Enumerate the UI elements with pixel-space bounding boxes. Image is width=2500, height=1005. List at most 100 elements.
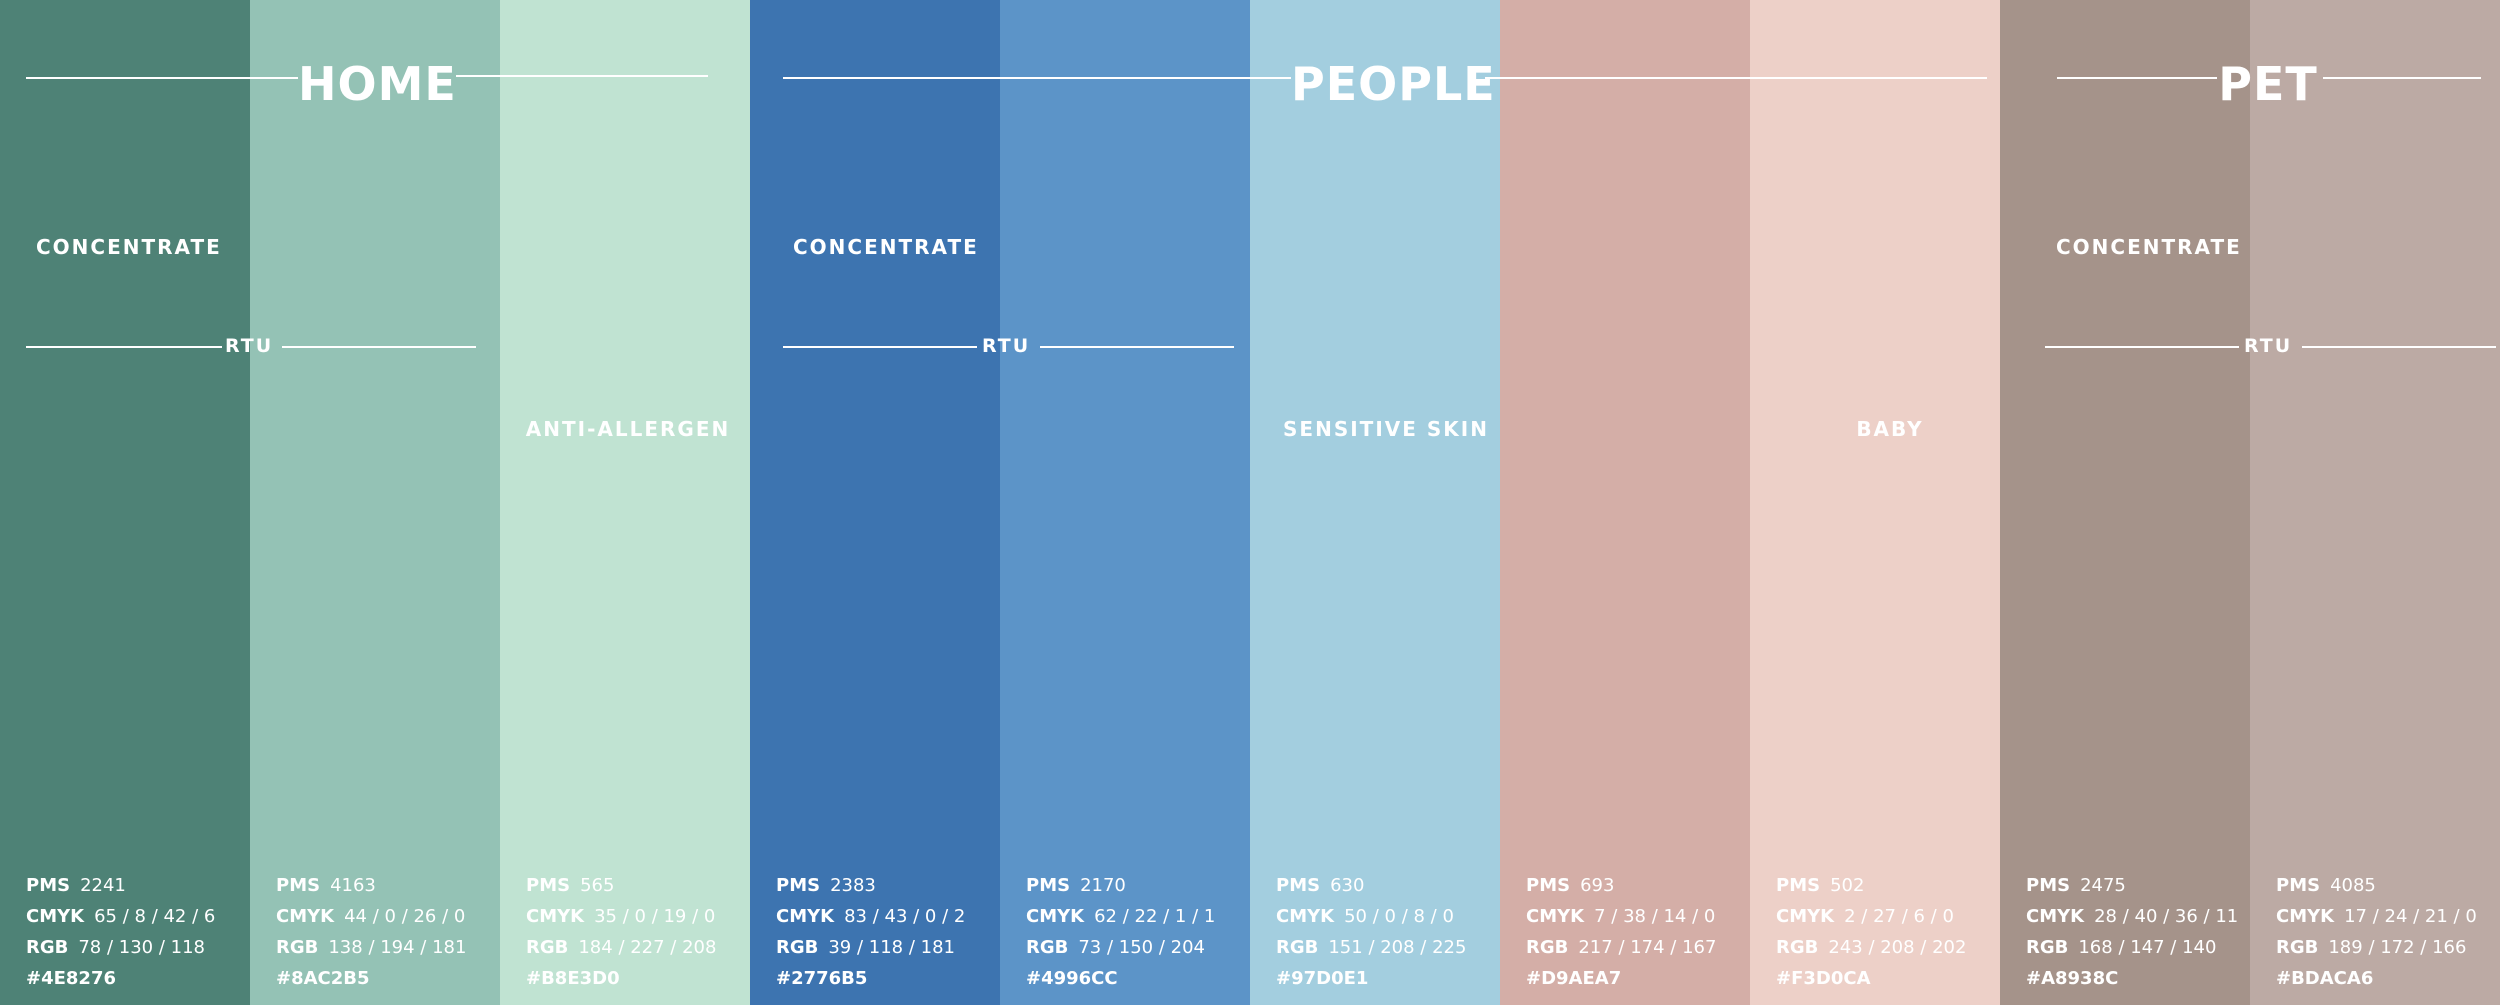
spec-rgb-label: RGB <box>26 937 69 958</box>
spec-pms-row: PMS 565 <box>526 870 716 901</box>
swatch-specs: PMS 565 CMYK 35 / 0 / 19 / 0 RGB 184 / 227 / … <box>526 870 716 994</box>
pet-rtu-line-right <box>2302 346 2496 348</box>
color-swatch: PMS 4085 CMYK 17 / 24 / 21 / 0 RGB 189 / 172 … <box>2250 0 2500 1005</box>
spec-rgb-value: 168 / 147 / 140 <box>2078 937 2217 958</box>
spec-pms-label: PMS <box>776 875 821 896</box>
swatch-specs: PMS 2383 CMYK 83 / 43 / 0 / 2 RGB 39 / 118 / … <box>776 870 965 994</box>
spec-rgb-row: RGB 217 / 174 / 167 <box>1526 932 1716 963</box>
people-title: PEOPLE <box>1291 57 1496 111</box>
spec-pms-row: PMS 2170 <box>1026 870 1215 901</box>
spec-pms-value: 2383 <box>830 875 876 896</box>
spec-cmyk-value: 50 / 0 / 8 / 0 <box>1344 906 1454 927</box>
spec-cmyk-value: 62 / 22 / 1 / 1 <box>1094 906 1216 927</box>
swatch-specs: PMS 4085 CMYK 17 / 24 / 21 / 0 RGB 189 / 172 … <box>2276 870 2477 994</box>
spec-pms-value: 2475 <box>2080 875 2126 896</box>
home-rtu-label: RTU <box>225 335 274 357</box>
spec-pms-value: 4163 <box>330 875 376 896</box>
spec-rgb-label: RGB <box>1026 937 1069 958</box>
spec-rgb-value: 78 / 130 / 118 <box>78 937 205 958</box>
spec-cmyk-label: CMYK <box>276 906 335 927</box>
spec-rgb-row: RGB 243 / 208 / 202 <box>1776 932 1966 963</box>
spec-cmyk-row: CMYK 2 / 27 / 6 / 0 <box>1776 901 1966 932</box>
spec-cmyk-value: 35 / 0 / 19 / 0 <box>594 906 716 927</box>
spec-rgb-value: 217 / 174 / 167 <box>1578 937 1717 958</box>
spec-cmyk-row: CMYK 50 / 0 / 8 / 0 <box>1276 901 1466 932</box>
spec-pms-label: PMS <box>2276 875 2321 896</box>
spec-cmyk-row: CMYK 44 / 0 / 26 / 0 <box>276 901 466 932</box>
spec-pms-row: PMS 4163 <box>276 870 466 901</box>
spec-cmyk-row: CMYK 62 / 22 / 1 / 1 <box>1026 901 1215 932</box>
color-swatch: PMS 630 CMYK 50 / 0 / 8 / 0 RGB 151 / 208 / 2… <box>1250 0 1500 1005</box>
spec-rgb-row: RGB 78 / 130 / 118 <box>26 932 215 963</box>
spec-rgb-value: 73 / 150 / 204 <box>1078 937 1205 958</box>
spec-rgb-row: RGB 138 / 194 / 181 <box>276 932 466 963</box>
pet-title-line-left <box>2057 77 2217 79</box>
spec-hex-value: #A8938C <box>2026 968 2119 989</box>
spec-rgb-row: RGB 151 / 208 / 225 <box>1276 932 1466 963</box>
spec-cmyk-label: CMYK <box>1026 906 1085 927</box>
people-rtu-label: RTU <box>982 335 1031 357</box>
swatch-specs: PMS 2241 CMYK 65 / 8 / 42 / 6 RGB 78 / 130 / … <box>26 870 215 994</box>
spec-pms-row: PMS 630 <box>1276 870 1466 901</box>
spec-hex-value: #F3D0CA <box>1776 968 1871 989</box>
spec-pms-label: PMS <box>526 875 571 896</box>
spec-pms-value: 693 <box>1580 875 1615 896</box>
spec-cmyk-value: 17 / 24 / 21 / 0 <box>2344 906 2477 927</box>
spec-pms-row: PMS 693 <box>1526 870 1716 901</box>
swatch-specs: PMS 2170 CMYK 62 / 22 / 1 / 1 RGB 73 / 150 / … <box>1026 870 1215 994</box>
spec-rgb-label: RGB <box>526 937 569 958</box>
spec-rgb-row: RGB 189 / 172 / 166 <box>2276 932 2477 963</box>
spec-rgb-value: 151 / 208 / 225 <box>1328 937 1467 958</box>
spec-cmyk-label: CMYK <box>2026 906 2085 927</box>
sensitive-skin-label: SENSITIVE SKIN <box>1283 417 1489 441</box>
pet-rtu-line-left <box>2045 346 2239 348</box>
people-rtu-line-right <box>1040 346 1234 348</box>
spec-pms-row: PMS 2383 <box>776 870 965 901</box>
spec-rgb-value: 243 / 208 / 202 <box>1828 937 1967 958</box>
spec-cmyk-row: CMYK 17 / 24 / 21 / 0 <box>2276 901 2477 932</box>
spec-cmyk-label: CMYK <box>1526 906 1585 927</box>
people-title-line-right <box>1485 77 1987 79</box>
swatch-specs: PMS 4163 CMYK 44 / 0 / 26 / 0 RGB 138 / 194 /… <box>276 870 466 994</box>
pet-concentrate-label: CONCENTRATE <box>2056 235 2242 259</box>
spec-rgb-value: 138 / 194 / 181 <box>328 937 467 958</box>
color-swatch: PMS 4163 CMYK 44 / 0 / 26 / 0 RGB 138 / 194 /… <box>250 0 500 1005</box>
spec-cmyk-row: CMYK 28 / 40 / 36 / 11 <box>2026 901 2238 932</box>
spec-rgb-row: RGB 168 / 147 / 140 <box>2026 932 2238 963</box>
spec-cmyk-row: CMYK 65 / 8 / 42 / 6 <box>26 901 215 932</box>
spec-hex-value: #4996CC <box>1026 968 1118 989</box>
spec-pms-label: PMS <box>1526 875 1571 896</box>
home-concentrate-label: CONCENTRATE <box>36 235 222 259</box>
spec-cmyk-row: CMYK 35 / 0 / 19 / 0 <box>526 901 716 932</box>
anti-allergen-label: ANTI-ALLERGEN <box>525 417 731 441</box>
spec-cmyk-label: CMYK <box>26 906 85 927</box>
swatch-specs: PMS 2475 CMYK 28 / 40 / 36 / 11 RGB 168 / 147… <box>2026 870 2238 994</box>
spec-cmyk-row: CMYK 7 / 38 / 14 / 0 <box>1526 901 1716 932</box>
spec-cmyk-label: CMYK <box>526 906 585 927</box>
spec-hex-value: #D9AEA7 <box>1526 968 1622 989</box>
spec-cmyk-value: 7 / 38 / 14 / 0 <box>1594 906 1716 927</box>
spec-cmyk-label: CMYK <box>776 906 835 927</box>
spec-pms-row: PMS 502 <box>1776 870 1966 901</box>
spec-pms-value: 4085 <box>2330 875 2376 896</box>
spec-rgb-label: RGB <box>276 937 319 958</box>
home-title-line-left <box>26 77 298 79</box>
swatch-specs: PMS 630 CMYK 50 / 0 / 8 / 0 RGB 151 / 208 / 2… <box>1276 870 1466 994</box>
spec-rgb-row: RGB 73 / 150 / 204 <box>1026 932 1215 963</box>
spec-rgb-label: RGB <box>2026 937 2069 958</box>
spec-pms-row: PMS 2241 <box>26 870 215 901</box>
color-swatch: PMS 2383 CMYK 83 / 43 / 0 / 2 RGB 39 / 118 / … <box>750 0 1000 1005</box>
home-title: HOME <box>298 57 457 111</box>
color-swatch: PMS 565 CMYK 35 / 0 / 19 / 0 RGB 184 / 227 / … <box>500 0 750 1005</box>
spec-hex-value: #BDACA6 <box>2276 968 2374 989</box>
spec-rgb-row: RGB 184 / 227 / 208 <box>526 932 716 963</box>
color-swatch: PMS 693 CMYK 7 / 38 / 14 / 0 RGB 217 / 174 / … <box>1500 0 1750 1005</box>
spec-cmyk-label: CMYK <box>1776 906 1835 927</box>
spec-rgb-row: RGB 39 / 118 / 181 <box>776 932 965 963</box>
spec-pms-label: PMS <box>1776 875 1821 896</box>
color-swatch: PMS 2170 CMYK 62 / 22 / 1 / 1 RGB 73 / 150 / … <box>1000 0 1250 1005</box>
people-rtu-line-left <box>783 346 977 348</box>
swatch-specs: PMS 693 CMYK 7 / 38 / 14 / 0 RGB 217 / 174 / … <box>1526 870 1716 994</box>
home-rtu-line-left <box>26 346 222 348</box>
spec-rgb-label: RGB <box>1526 937 1569 958</box>
